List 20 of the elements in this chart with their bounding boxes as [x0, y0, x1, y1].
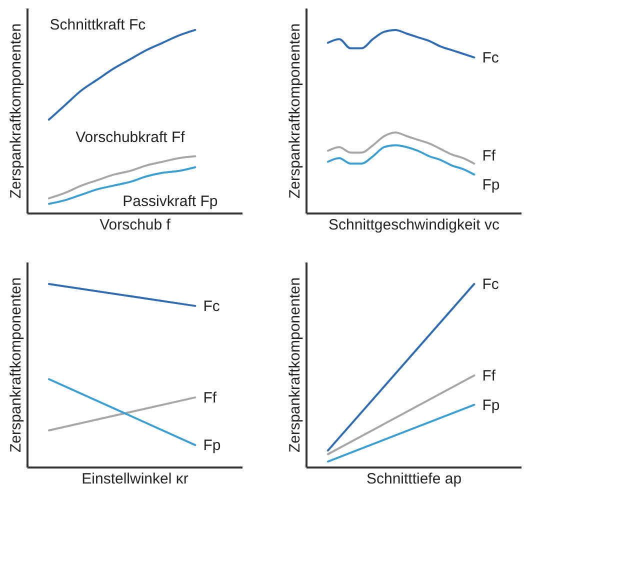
y-axis-title: Zerspankraftkomponenten — [8, 277, 24, 453]
series-label: Fc — [203, 298, 220, 315]
series-label: Ff — [482, 148, 496, 165]
series-label: Ff — [482, 367, 496, 384]
series-label: Schnittkraft Fc — [50, 16, 146, 34]
series-label: Passivkraft Fp — [122, 193, 218, 210]
x-axis-title: Schnitttiefe ap — [366, 470, 462, 488]
series-label: Fp — [482, 176, 500, 194]
series-label: Fp — [482, 396, 500, 414]
series-label: Fp — [203, 437, 221, 454]
y-axis-title: Zerspankraftkomponenten — [286, 277, 304, 453]
series-label: Vorschubkraft Ff — [76, 128, 186, 146]
x-axis-title: Einstellwinkel κr — [82, 470, 188, 488]
series-label: Fc — [482, 49, 500, 66]
series-label: Fc — [482, 276, 500, 293]
x-axis-title: Schnittgeschwindigkeit vc — [328, 216, 500, 234]
x-axis-title: Vorschub f — [100, 216, 172, 234]
series-label: Ff — [203, 389, 218, 406]
y-axis-title: Zerspankraftkomponenten — [286, 23, 304, 199]
y-axis-title: Zerspankraftkomponenten — [8, 23, 24, 199]
